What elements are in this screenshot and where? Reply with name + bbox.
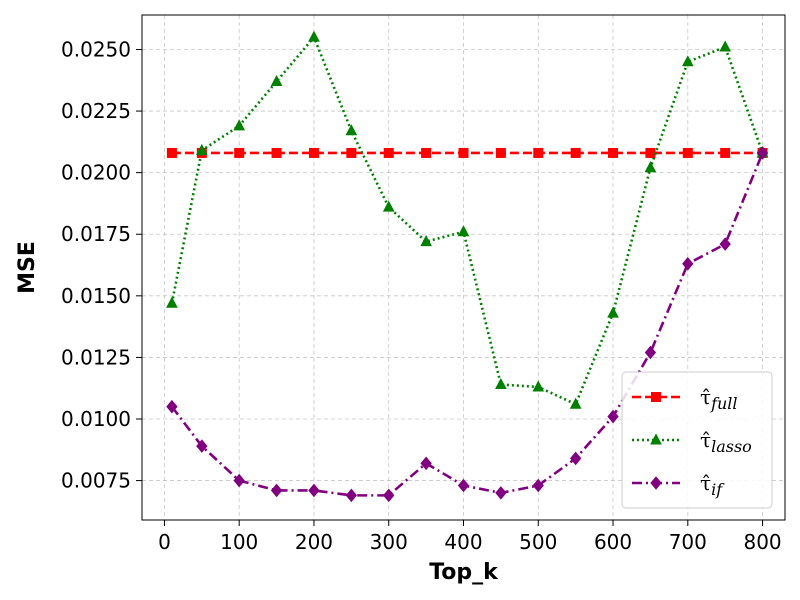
data-point [345,488,357,503]
series-if [166,146,769,503]
legend-marker [650,433,662,445]
data-point [383,147,394,158]
data-point [607,409,619,424]
data-point [457,478,470,493]
x-tick-label: 600 [594,530,632,554]
data-point [458,147,469,158]
x-tick-label: 700 [669,530,707,554]
legend-item-full: τ̂full [632,385,738,413]
y-axis-ticks: 0.0075 0.0100 0.0125 0.0150 0.0175 0.0200 0.02… [61,37,142,493]
legend-label: τ̂if [700,471,725,499]
y-tick-label: 0.0150 [61,284,131,308]
x-tick-label: 300 [370,530,408,554]
data-point [196,439,208,453]
data-point [570,451,582,466]
y-tick-label: 0.0200 [61,161,131,185]
data-point [271,147,282,158]
data-point [420,235,432,247]
data-point [608,147,619,158]
x-tick-label: 500 [519,530,557,554]
legend-label: τ̂full [700,385,738,413]
legend-box [621,371,773,509]
legend-symbol: τ̂ [700,471,711,495]
data-point [644,161,657,173]
y-axis-title: MSE [15,241,40,294]
x-tick-label: 200 [295,530,333,554]
data-point [345,124,358,136]
legend-label: τ̂lasso [700,428,752,456]
data-point [719,237,731,251]
data-point [383,488,395,503]
data-point [233,473,245,488]
data-point [308,30,320,42]
legend-marker [651,392,661,402]
data-point [166,147,177,158]
data-point [719,40,732,52]
x-tick-label: 800 [743,530,781,554]
x-axis-title: Top_k [429,560,499,585]
x-tick-label: 400 [444,530,482,554]
data-point [720,147,731,158]
series-layer [166,30,769,503]
series-line [170,34,764,406]
data-point [644,345,657,360]
data-point [682,147,693,158]
legend-symbol: τ̂ [700,385,711,409]
data-point [533,147,544,158]
data-point [607,306,619,318]
legend-subscript: lasso [711,437,752,456]
data-point [308,483,320,498]
legend-marker [650,476,662,490]
x-tick-label: 100 [220,530,258,554]
y-tick-label: 0.0125 [61,345,131,369]
x-axis-ticks: 0 100 200 300 400 500 600 700 800 [158,520,782,554]
y-tick-label: 0.0075 [61,469,131,493]
data-point [495,147,506,158]
legend-subscript: full [710,394,737,413]
legend-item-if: τ̂if [632,471,725,499]
x-tick-label: 0 [158,530,171,554]
data-point [346,147,357,158]
data-point [166,399,178,414]
data-point [421,147,432,158]
data-point [495,377,507,390]
data-point [569,397,582,409]
data-point [756,146,769,160]
data-point [645,147,656,158]
data-point [308,147,319,158]
data-point [270,74,283,87]
data-point [420,456,432,471]
series-full [166,147,768,158]
data-point [234,147,245,158]
data-point [457,225,470,237]
y-tick-label: 0.0250 [61,37,131,61]
legend-item-lasso: τ̂lasso [632,428,752,456]
legend-subscript: if [711,480,725,499]
data-point [270,483,283,498]
data-point [681,55,694,67]
data-point [682,257,694,271]
series-lasso [166,30,769,409]
data-point [570,147,581,158]
data-point [495,486,507,500]
data-point [382,200,395,212]
y-tick-label: 0.0100 [61,407,131,431]
legend-symbol: τ̂ [700,428,711,452]
data-point [532,380,545,392]
data-point [195,143,208,155]
y-tick-label: 0.0175 [61,222,131,246]
data-point [233,119,246,131]
y-tick-label: 0.0225 [61,99,131,123]
data-point [532,478,544,493]
data-point [166,296,178,308]
